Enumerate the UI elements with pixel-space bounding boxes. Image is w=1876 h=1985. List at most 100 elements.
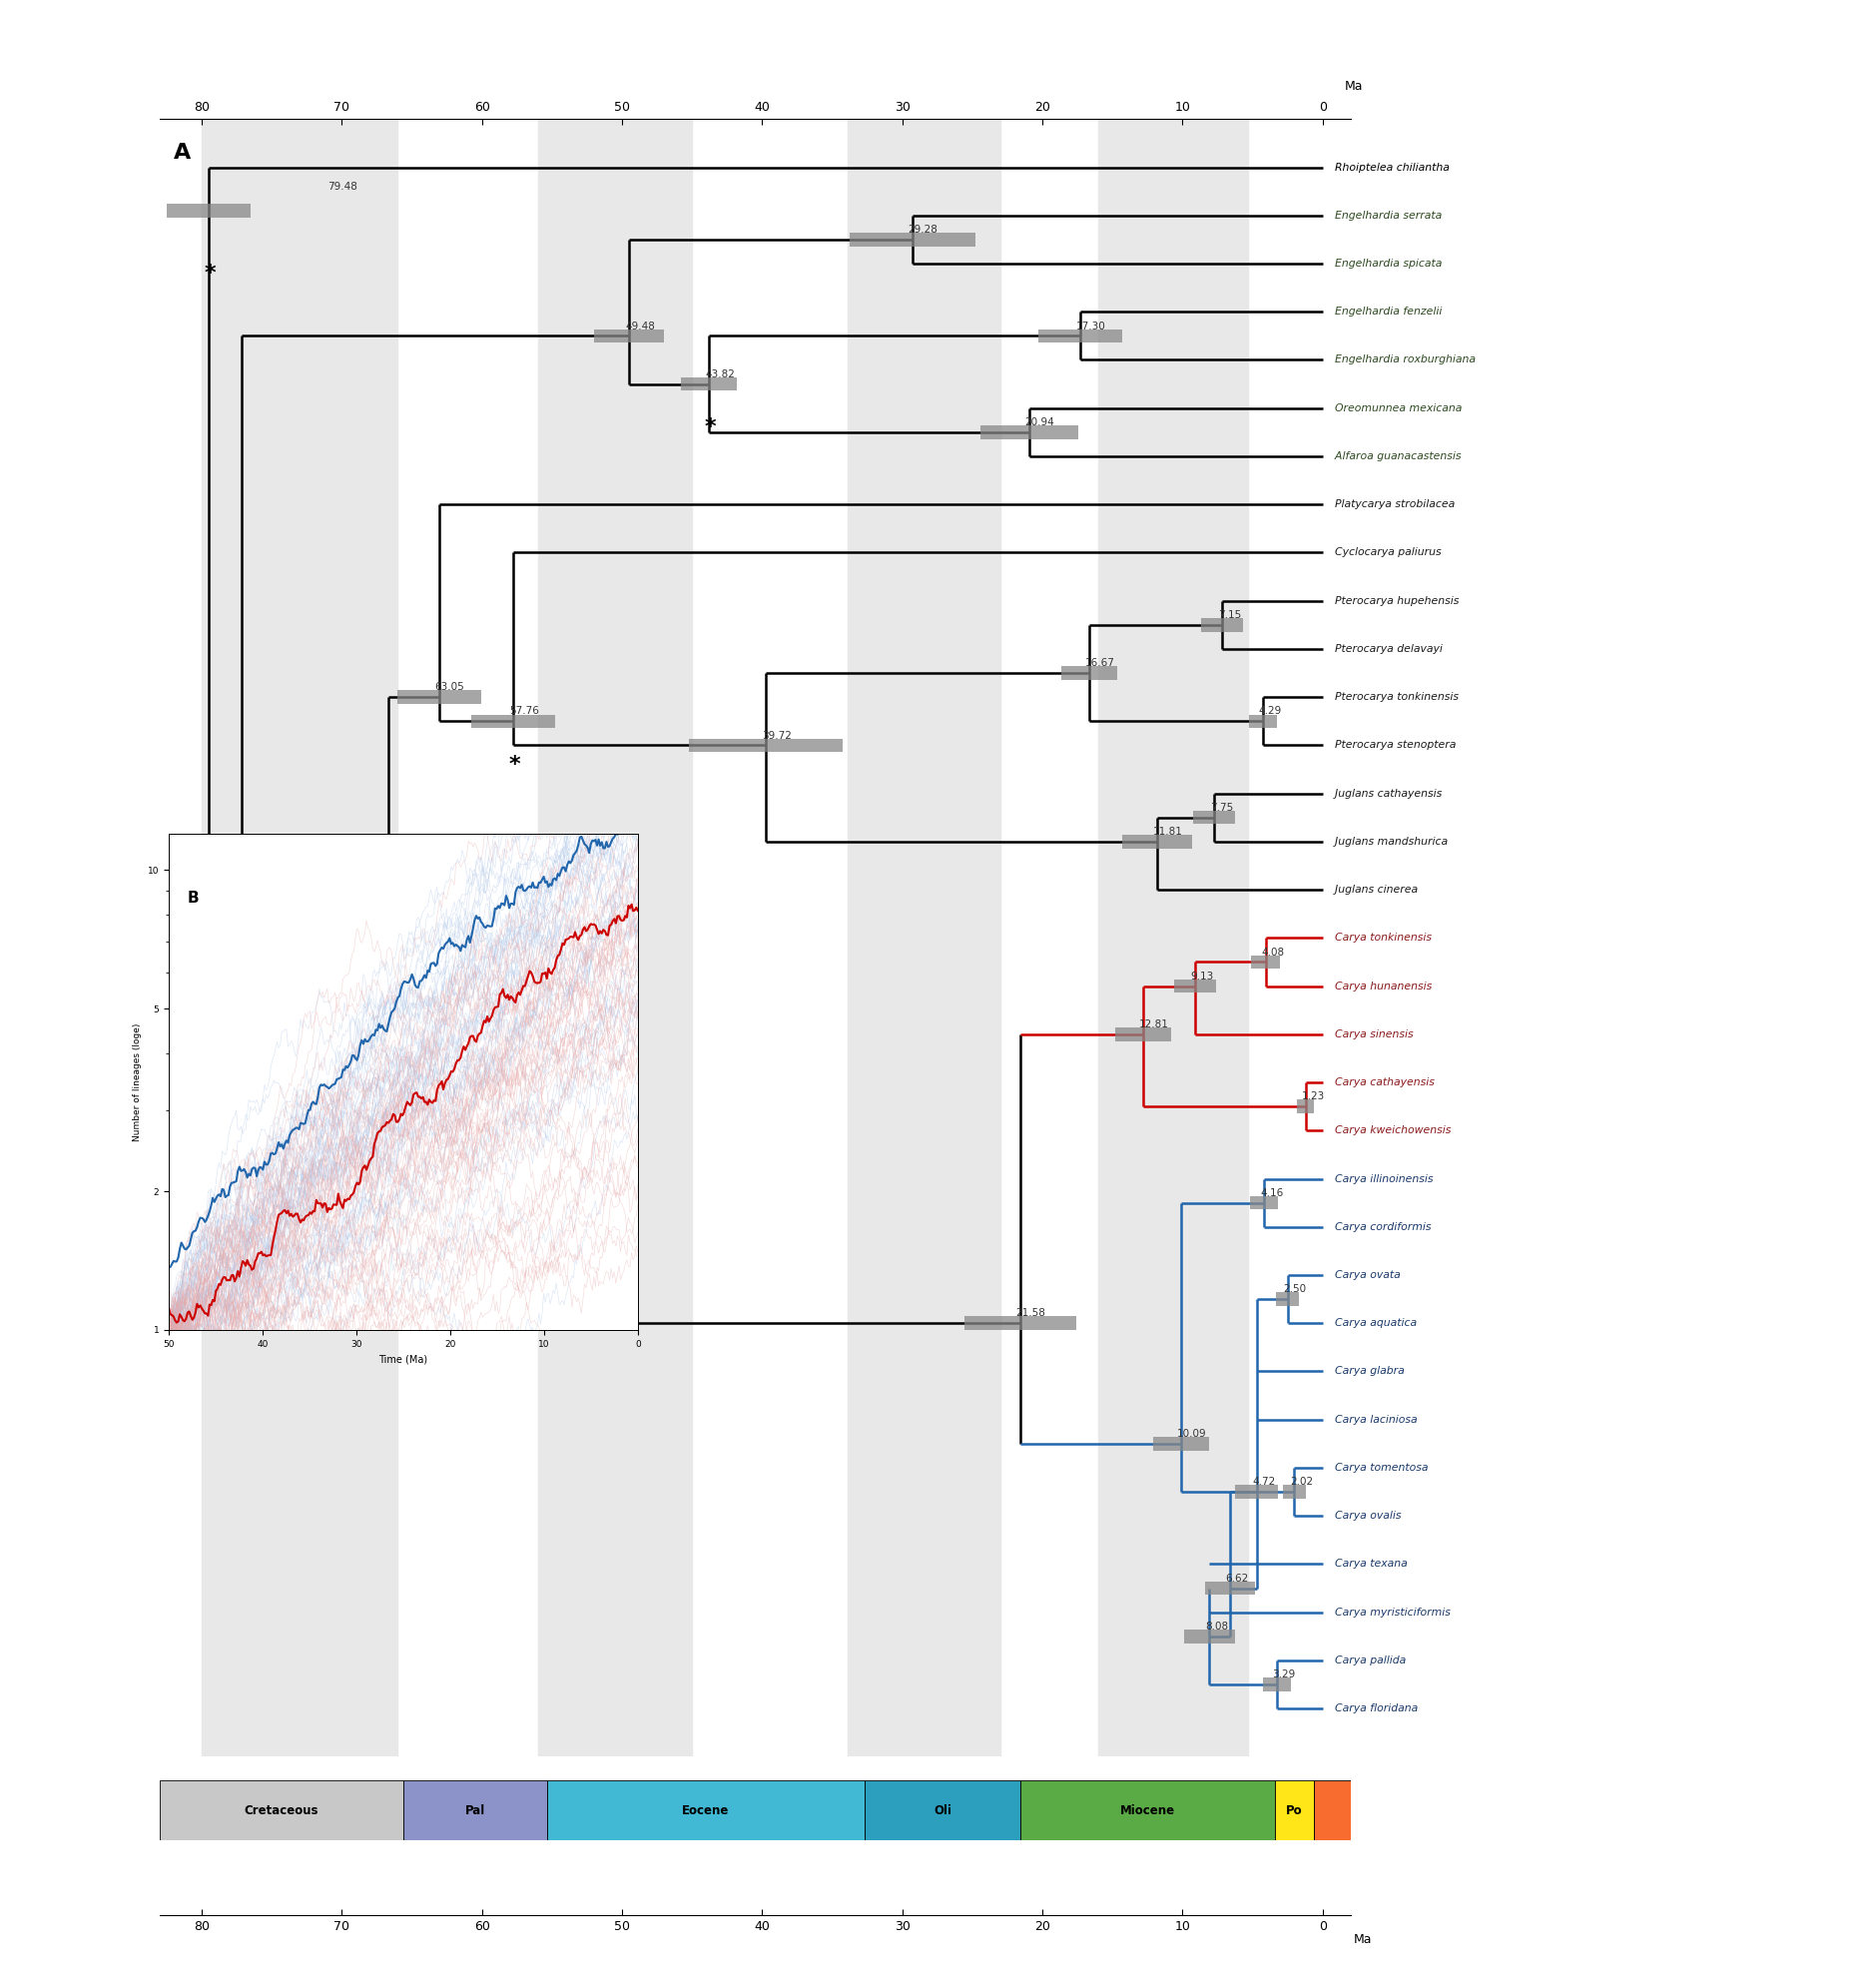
Text: Pterocarya stenoptera: Pterocarya stenoptera — [1328, 740, 1456, 750]
Text: Juglans cathayensis: Juglans cathayensis — [1328, 788, 1443, 798]
Text: Oli: Oli — [934, 1804, 951, 1816]
Text: 29.28: 29.28 — [908, 224, 938, 234]
Text: *: * — [704, 417, 717, 437]
Text: Carya cathayensis: Carya cathayensis — [1328, 1078, 1435, 1088]
Bar — [1274, 1781, 1313, 1840]
Bar — [595, 330, 664, 343]
Text: Pterocarya hupehensis: Pterocarya hupehensis — [1328, 596, 1460, 605]
Bar — [403, 1781, 548, 1840]
Bar — [1122, 836, 1193, 848]
Bar — [964, 1316, 1077, 1330]
Text: 77.15: 77.15 — [236, 1038, 266, 1048]
Text: Carya pallida: Carya pallida — [1328, 1655, 1407, 1665]
Bar — [1313, 1781, 1351, 1840]
Bar — [688, 738, 842, 752]
Bar — [1204, 1582, 1255, 1594]
Bar — [1251, 955, 1279, 969]
Text: 9.13: 9.13 — [1191, 971, 1214, 981]
Bar — [398, 691, 480, 705]
Bar — [167, 204, 251, 218]
Bar — [1236, 1485, 1278, 1499]
X-axis label: Ma: Ma — [1353, 1933, 1371, 1947]
Bar — [1099, 119, 1248, 1757]
Text: 66.64: 66.64 — [385, 1092, 415, 1102]
X-axis label: Ma: Ma — [1345, 79, 1362, 93]
Text: 1.23: 1.23 — [1302, 1092, 1324, 1102]
Text: Po: Po — [1285, 1804, 1302, 1816]
Text: Carya aquatica: Carya aquatica — [1328, 1318, 1416, 1328]
Text: Carya illinoinensis: Carya illinoinensis — [1328, 1173, 1433, 1183]
Text: Cyclocarya paliurus: Cyclocarya paliurus — [1328, 548, 1443, 558]
Text: A: A — [173, 143, 191, 163]
Text: Carya texana: Carya texana — [1328, 1558, 1407, 1568]
Bar — [1154, 1437, 1210, 1451]
Text: Pterocarya tonkinensis: Pterocarya tonkinensis — [1328, 693, 1460, 703]
Text: Pterocarya delavayi: Pterocarya delavayi — [1328, 643, 1443, 653]
Text: 39.72: 39.72 — [762, 730, 792, 740]
Bar — [1184, 1630, 1234, 1644]
Bar — [159, 1781, 403, 1840]
Text: 8.08: 8.08 — [1204, 1622, 1229, 1632]
Text: Eocene: Eocene — [681, 1804, 730, 1816]
Text: 12.81: 12.81 — [1139, 1020, 1169, 1030]
Text: Pal: Pal — [465, 1804, 486, 1816]
Bar — [1251, 1197, 1278, 1209]
Bar — [1114, 1028, 1171, 1040]
Text: Miocene: Miocene — [1120, 1804, 1174, 1816]
Bar — [850, 232, 976, 246]
Text: Rhoiptelea chiliantha: Rhoiptelea chiliantha — [1328, 163, 1450, 173]
Text: Carya sinensis: Carya sinensis — [1328, 1030, 1415, 1040]
Bar — [1283, 1485, 1306, 1499]
Bar — [1276, 1292, 1298, 1306]
Text: 10.09: 10.09 — [1176, 1429, 1206, 1439]
Bar — [1021, 1781, 1274, 1840]
Text: 3.29: 3.29 — [1272, 1669, 1296, 1679]
Text: Engelhardia fenzelii: Engelhardia fenzelii — [1328, 308, 1443, 318]
Bar — [1062, 667, 1116, 679]
Text: Engelhardia spicata: Engelhardia spicata — [1328, 258, 1443, 268]
Bar — [1263, 1677, 1291, 1691]
Text: 79.48: 79.48 — [328, 181, 358, 191]
Text: Juglans mandshurica: Juglans mandshurica — [1328, 836, 1448, 846]
Text: Carya kweichowensis: Carya kweichowensis — [1328, 1125, 1452, 1135]
Text: Juglans cinerea: Juglans cinerea — [1328, 885, 1418, 895]
Bar — [1296, 1100, 1313, 1114]
X-axis label: Time (Ma): Time (Ma) — [379, 1354, 428, 1364]
Text: 4.72: 4.72 — [1253, 1477, 1276, 1487]
Bar — [1174, 979, 1216, 992]
Text: *: * — [508, 754, 522, 774]
Text: 7.15: 7.15 — [1218, 609, 1242, 619]
Bar — [848, 119, 1000, 1757]
Text: 6.62: 6.62 — [1225, 1574, 1249, 1584]
Text: 63.05: 63.05 — [435, 683, 465, 693]
Text: Carya cordiformis: Carya cordiformis — [1328, 1223, 1431, 1233]
Text: 11.81: 11.81 — [1154, 828, 1182, 838]
Text: Platycarya strobilacea: Platycarya strobilacea — [1328, 500, 1456, 510]
Y-axis label: Number of lineages (loge): Number of lineages (loge) — [133, 1022, 143, 1141]
Text: 43.82: 43.82 — [705, 369, 735, 379]
Text: 2.50: 2.50 — [1283, 1284, 1306, 1294]
Text: 4.08: 4.08 — [1261, 947, 1285, 957]
Text: 17.30: 17.30 — [1077, 322, 1105, 331]
Text: Carya ovata: Carya ovata — [1328, 1270, 1401, 1280]
Bar — [548, 1781, 865, 1840]
Text: Carya myristiciformis: Carya myristiciformis — [1328, 1608, 1450, 1618]
Bar — [201, 119, 398, 1757]
Bar — [355, 1100, 424, 1114]
Text: Carya tomentosa: Carya tomentosa — [1328, 1463, 1430, 1473]
Text: 20.94: 20.94 — [1024, 417, 1054, 427]
Text: *: * — [204, 264, 216, 284]
Bar — [1249, 715, 1276, 728]
Text: 49.48: 49.48 — [625, 322, 655, 331]
Bar — [681, 377, 737, 391]
Text: Carya ovalis: Carya ovalis — [1328, 1511, 1401, 1521]
Text: 21.58: 21.58 — [1017, 1308, 1047, 1318]
Text: Engelhardia serrata: Engelhardia serrata — [1328, 210, 1443, 220]
Text: Carya hunanensis: Carya hunanensis — [1328, 981, 1433, 991]
Text: *: * — [385, 1139, 396, 1159]
Bar — [1201, 617, 1244, 631]
Text: 7.75: 7.75 — [1210, 802, 1233, 812]
Text: Oreomunnea mexicana: Oreomunnea mexicana — [1328, 403, 1463, 413]
Bar — [193, 955, 291, 969]
Text: Carya floridana: Carya floridana — [1328, 1703, 1418, 1713]
